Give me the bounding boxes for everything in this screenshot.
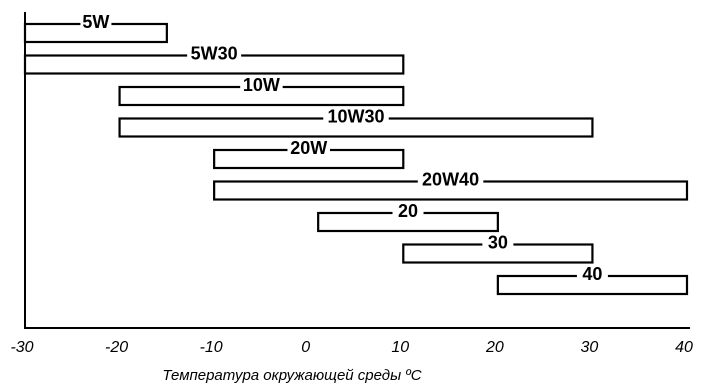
bar-label: 10W30 [327, 106, 384, 126]
bar-label-background [392, 203, 424, 222]
bar-label-background [482, 234, 514, 254]
x-tick-labels: -30 -20 -10 0 10 20 30 40 [10, 339, 693, 356]
bar-label: 30 [488, 232, 508, 252]
bar-label-background [417, 171, 484, 191]
x-tick-label: 40 [675, 339, 693, 356]
bar-20w: 20W [213, 138, 405, 170]
bar-label: 20W [290, 138, 327, 158]
bar-label: 10W [243, 75, 280, 95]
x-tick-label: 20 [485, 339, 504, 356]
bar-5w: 5W [23, 12, 168, 44]
bar-30: 30 [402, 232, 594, 264]
x-tick-label: -30 [10, 339, 33, 356]
x-tick-label: 30 [581, 339, 599, 356]
bar-label-background [323, 108, 389, 128]
bar-10w30: 10W30 [118, 106, 594, 138]
bar-label: 5W30 [191, 43, 238, 63]
bar-label-background [80, 14, 112, 33]
bar-20: 20 [317, 201, 499, 233]
bar-label-background [287, 140, 330, 159]
bar-label-background [576, 266, 608, 285]
bar-20w40: 20W40 [213, 169, 689, 201]
x-tick-label: 10 [391, 339, 409, 356]
bar-5w30: 5W30 [23, 43, 405, 75]
x-tick-label: -20 [105, 339, 128, 356]
bar-label-background [187, 45, 242, 65]
bar-10w: 10W [118, 75, 405, 107]
bar-label: 40 [582, 264, 602, 284]
bar-label: 20 [398, 201, 418, 221]
bar-label-background [240, 77, 283, 96]
x-axis-title: Температура окружающей среды ºС [162, 367, 421, 384]
x-tick-label: 0 [301, 339, 310, 356]
bar-label: 20W40 [422, 169, 479, 189]
x-tick-label: -10 [200, 339, 223, 356]
bar-label: 5W [82, 12, 109, 32]
bar-40: 40 [496, 264, 689, 296]
